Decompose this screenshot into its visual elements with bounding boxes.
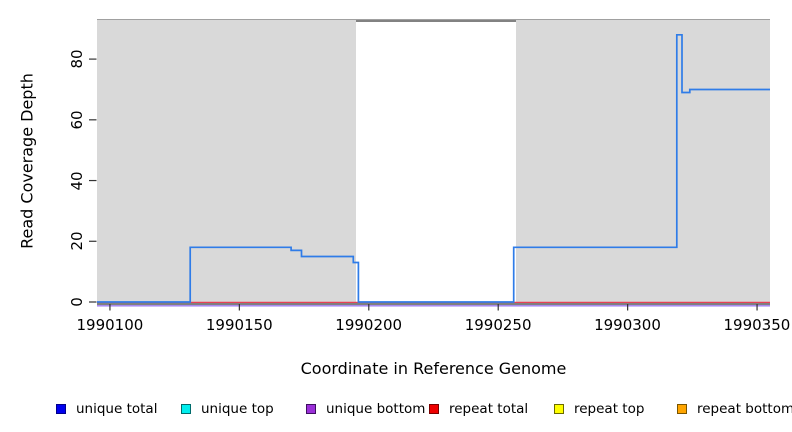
x-tick-label: 1990300 bbox=[594, 316, 661, 334]
y-tick-label: 60 bbox=[68, 110, 86, 130]
x-tick-label: 1990350 bbox=[723, 316, 791, 334]
coverage-line-unique-total bbox=[97, 33, 770, 303]
y-tick-label: 80 bbox=[68, 49, 86, 69]
y-tick-label: 40 bbox=[68, 171, 86, 191]
y-axis-title: Read Coverage Depth bbox=[17, 73, 37, 249]
x-tick-label: 1990200 bbox=[335, 316, 403, 334]
x-tick-label: 1990150 bbox=[205, 316, 273, 334]
y-tick-label: 20 bbox=[68, 231, 86, 251]
masked-region bbox=[356, 20, 516, 303]
x-axis-title: Coordinate in Reference Genome bbox=[300, 359, 567, 378]
x-tick-label: 1990250 bbox=[464, 316, 532, 334]
x-tick-label: 1990100 bbox=[76, 316, 144, 334]
y-tick-label: 0 bbox=[68, 297, 86, 307]
